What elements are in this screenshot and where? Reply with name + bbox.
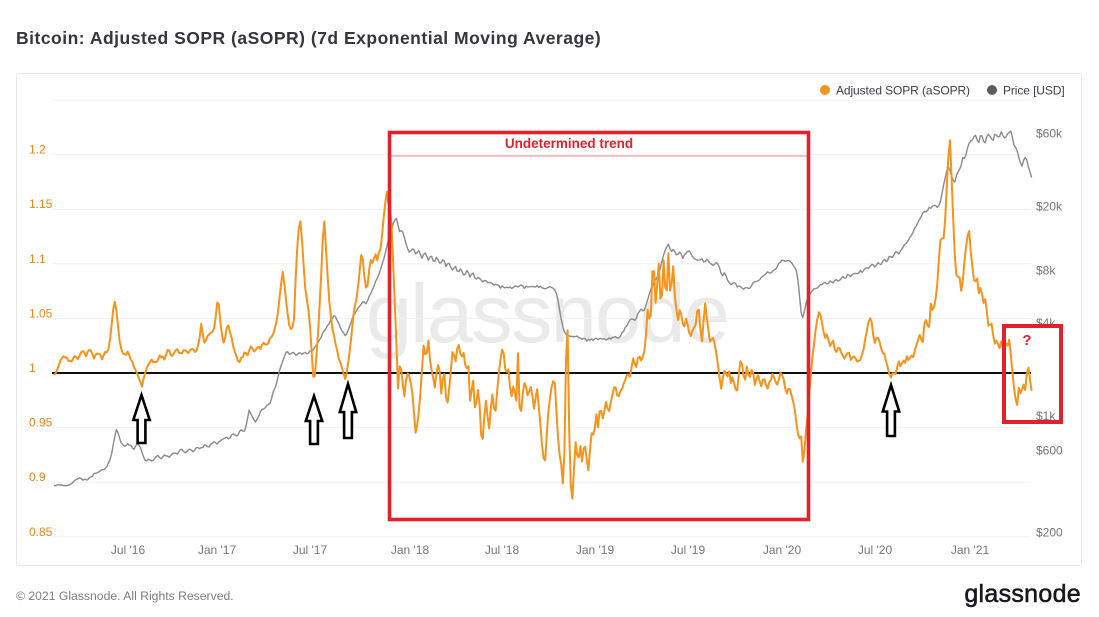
svg-text:$60k: $60k — [1036, 127, 1063, 141]
svg-text:0.9: 0.9 — [29, 470, 46, 484]
svg-text:0.95: 0.95 — [29, 416, 53, 430]
svg-text:Jul '17: Jul '17 — [293, 543, 328, 557]
svg-text:Jan '20: Jan '20 — [763, 543, 802, 557]
svg-text:Adjusted SOPR (aSOPR): Adjusted SOPR (aSOPR) — [836, 84, 970, 98]
svg-text:Jan '18: Jan '18 — [391, 543, 430, 557]
svg-text:1.2: 1.2 — [29, 143, 46, 157]
svg-text:Price [USD]: Price [USD] — [1003, 84, 1065, 98]
svg-text:Bitcoin: Adjusted SOPR (aSOPR): Bitcoin: Adjusted SOPR (aSOPR) (7d Expon… — [16, 28, 601, 48]
svg-text:1.05: 1.05 — [29, 306, 53, 320]
svg-text:Jul '16: Jul '16 — [111, 543, 146, 557]
svg-text:glassnode: glassnode — [964, 580, 1081, 608]
svg-text:Jan '19: Jan '19 — [576, 543, 615, 557]
svg-text:$8k: $8k — [1036, 264, 1056, 278]
svg-text:Undetermined trend: Undetermined trend — [505, 136, 633, 151]
svg-text:© 2021 Glassnode. All Rights R: © 2021 Glassnode. All Rights Reserved. — [16, 589, 234, 603]
svg-text:1.15: 1.15 — [29, 197, 53, 211]
svg-text:$200: $200 — [1036, 526, 1063, 540]
svg-text:0.85: 0.85 — [29, 525, 53, 539]
svg-text:1.1: 1.1 — [29, 252, 46, 266]
svg-text:Jul '20: Jul '20 — [858, 543, 893, 557]
svg-text:Jul '18: Jul '18 — [485, 543, 520, 557]
svg-text:$600: $600 — [1036, 444, 1063, 458]
svg-text:?: ? — [1022, 332, 1031, 349]
svg-text:Jan '17: Jan '17 — [198, 543, 237, 557]
svg-text:Jan '21: Jan '21 — [951, 543, 990, 557]
svg-text:$1k: $1k — [1036, 409, 1056, 423]
svg-text:$20k: $20k — [1036, 200, 1063, 214]
svg-text:Jul '19: Jul '19 — [671, 543, 706, 557]
svg-text:1: 1 — [29, 361, 36, 375]
